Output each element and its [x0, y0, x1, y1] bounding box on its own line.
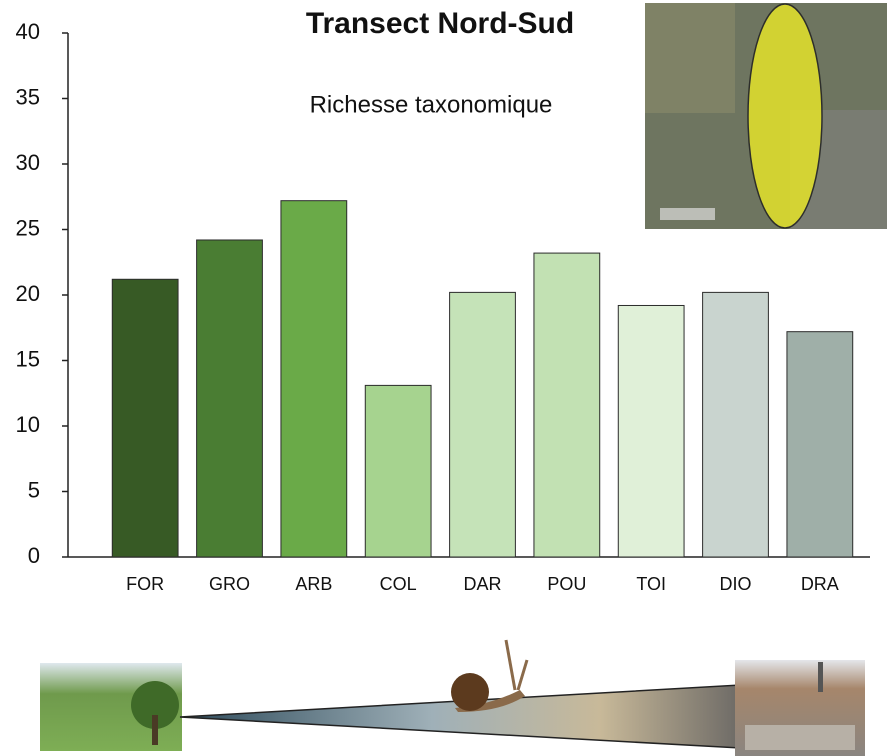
x-tick-label: POU	[547, 574, 586, 594]
x-tick-label: DIO	[719, 574, 751, 594]
x-tick-label: TOI	[636, 574, 666, 594]
bar	[111, 278, 179, 558]
bar	[449, 291, 516, 558]
x-tick-label: ARB	[295, 574, 332, 594]
landscape-image	[40, 663, 182, 751]
chart-subtitle: Richesse taxonomique	[310, 91, 553, 118]
x-tick-label: DAR	[463, 574, 501, 594]
bar	[196, 239, 263, 558]
chart-title: Transect Nord-Sud	[306, 7, 574, 40]
bar	[280, 200, 348, 558]
y-tick-label: 15	[16, 346, 40, 371]
bar	[617, 304, 685, 558]
city-image	[735, 660, 865, 756]
y-tick-label: 20	[16, 281, 40, 306]
x-tick-label: GRO	[209, 574, 250, 594]
bar	[364, 384, 432, 558]
bar	[533, 252, 601, 558]
y-tick-label: 10	[16, 412, 40, 437]
x-tick-label: COL	[380, 574, 417, 594]
x-tick-label: FOR	[126, 574, 164, 594]
x-tick-label: DRA	[801, 574, 839, 594]
bar	[702, 291, 769, 558]
y-tick-label: 0	[28, 543, 40, 568]
y-tick-label: 25	[16, 215, 40, 240]
map-image	[645, 3, 887, 229]
y-tick-label: 35	[16, 84, 40, 109]
bar	[786, 331, 854, 558]
y-tick-label: 5	[28, 477, 40, 502]
y-tick-label: 40	[16, 19, 40, 44]
snail	[451, 639, 529, 712]
y-tick-label: 30	[16, 150, 40, 175]
